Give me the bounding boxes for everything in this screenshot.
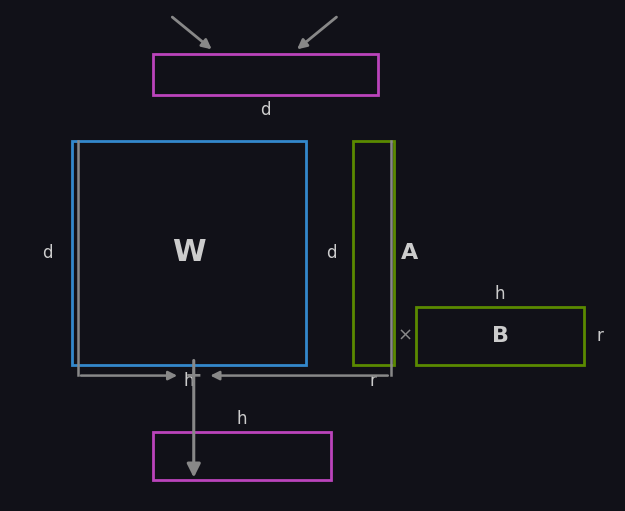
Text: B: B bbox=[491, 326, 509, 346]
Text: A: A bbox=[401, 243, 419, 263]
Text: d: d bbox=[261, 101, 271, 119]
Text: W: W bbox=[173, 239, 206, 267]
Text: d: d bbox=[326, 244, 336, 262]
Text: h: h bbox=[237, 410, 248, 428]
Text: r: r bbox=[370, 371, 377, 390]
Text: h: h bbox=[495, 285, 505, 303]
Text: d: d bbox=[42, 244, 52, 262]
Bar bbox=[353, 141, 394, 365]
Text: r: r bbox=[596, 327, 604, 345]
Bar bbox=[72, 141, 306, 365]
Bar bbox=[153, 432, 331, 480]
Text: ×: × bbox=[397, 327, 412, 345]
Bar bbox=[416, 307, 584, 365]
Text: +: + bbox=[185, 365, 202, 386]
Bar bbox=[153, 54, 378, 95]
Text: h: h bbox=[184, 371, 194, 390]
